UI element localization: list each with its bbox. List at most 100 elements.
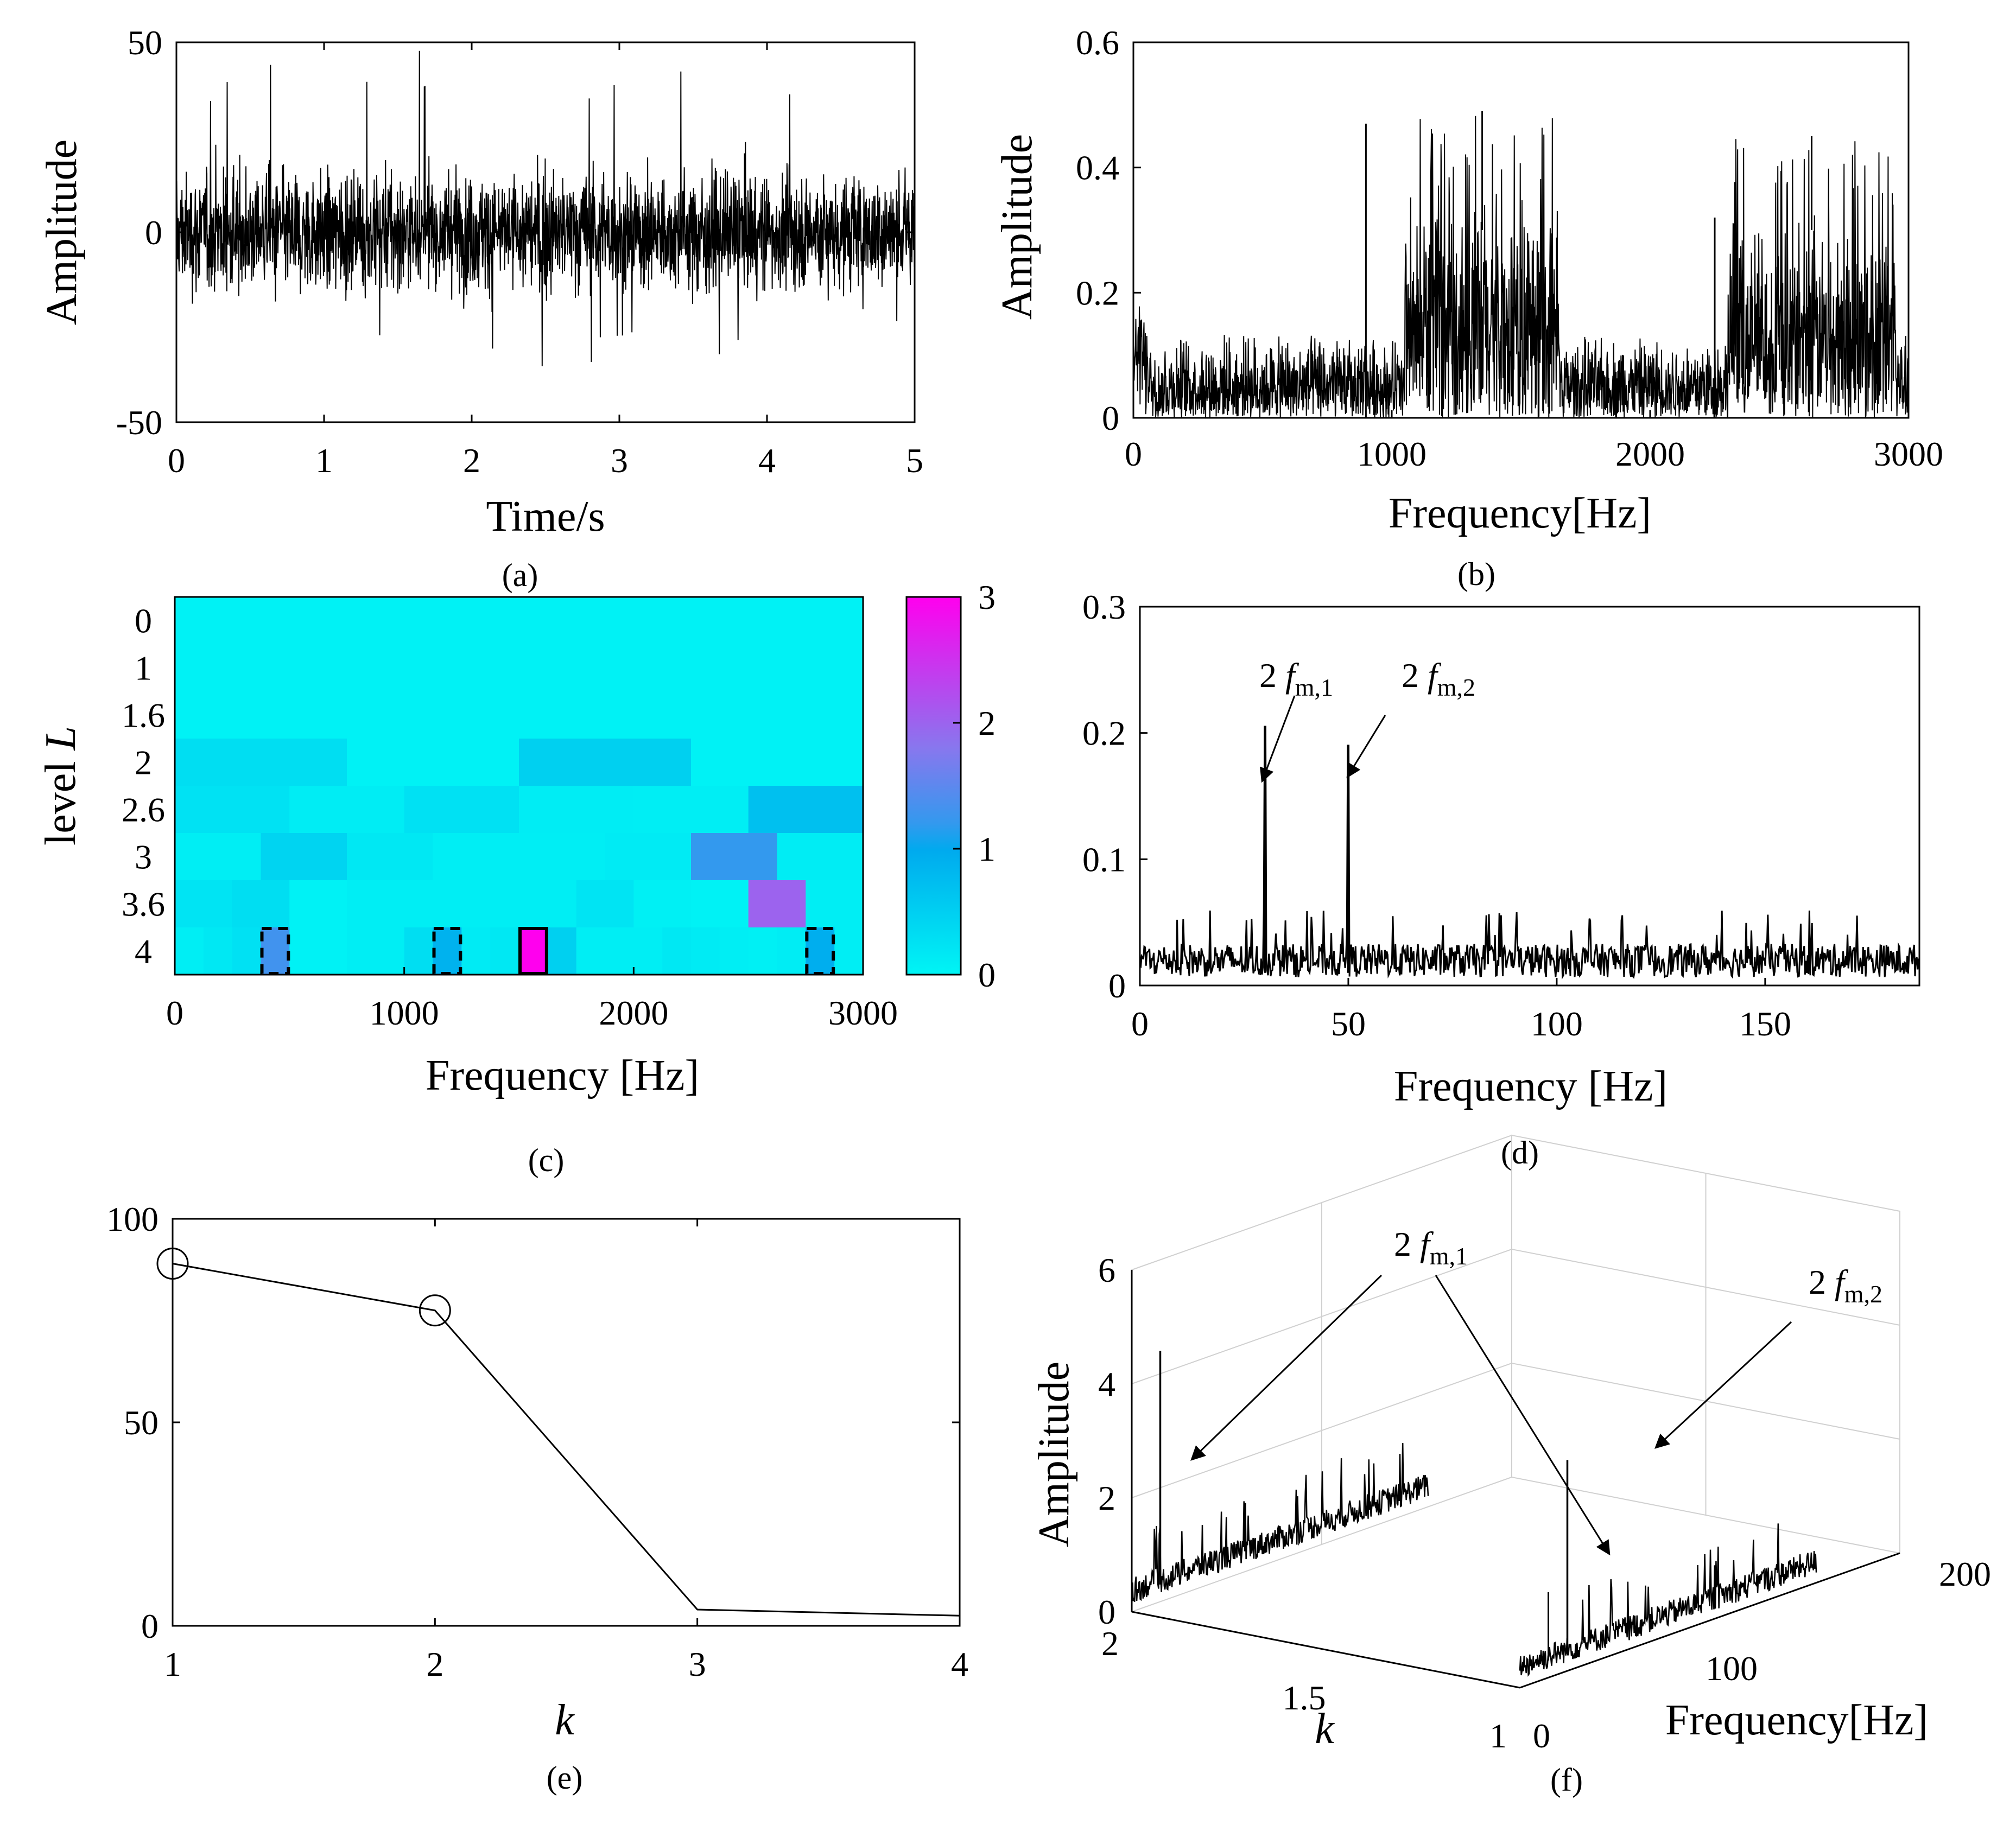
e-xtick-label: 2 xyxy=(426,1645,443,1683)
c-cell xyxy=(175,644,519,692)
c-cell xyxy=(203,927,233,975)
f-annotation-fm1: 2 fm,1 xyxy=(1394,1225,1468,1270)
f-trace-path xyxy=(1131,1443,1429,1602)
c-level-label: 2.6 xyxy=(122,791,165,829)
d-signal-trace xyxy=(1139,726,1920,980)
d-xtick-label: 50 xyxy=(1331,1004,1366,1043)
c-cell xyxy=(261,833,347,881)
c-cell xyxy=(347,833,434,881)
b-ytick-label: 0 xyxy=(1102,399,1119,437)
a-xtick-label: 1 xyxy=(315,441,333,480)
f-klabel: k xyxy=(1315,1705,1335,1753)
b-xtick-label: 1000 xyxy=(1357,435,1427,473)
e-ytick-label: 50 xyxy=(124,1403,159,1442)
c-cbtick-label: 1 xyxy=(978,830,996,868)
a-signal-path xyxy=(176,50,915,366)
d-arrow-fm1 xyxy=(1260,695,1296,783)
b-panel-label: (b) xyxy=(1457,556,1495,592)
c-colorbar xyxy=(905,596,962,976)
c-cell xyxy=(691,927,720,975)
f-grid-line xyxy=(1131,1362,1900,1498)
c-cell xyxy=(748,880,807,928)
a-xtick-label: 5 xyxy=(906,441,923,480)
c-cell xyxy=(175,880,233,928)
f-ktick-label: 1 xyxy=(1489,1716,1507,1755)
f-trace-path xyxy=(1519,1523,1817,1677)
d-xlabel: Frequency [Hz] xyxy=(1394,1063,1668,1110)
c-cbtick-label: 0 xyxy=(978,956,996,994)
c-highlight-box xyxy=(518,927,548,975)
d-ytick-label: 0.2 xyxy=(1082,714,1126,753)
d-axis-ticks: 0 50 100 150 0 0.1 0.2 0.3 xyxy=(1082,588,1791,1043)
c-cell xyxy=(806,880,864,928)
c-xtick-label: 2000 xyxy=(599,994,668,1032)
c-cell xyxy=(175,691,405,739)
a-ytick-label: 50 xyxy=(128,23,162,62)
d-ytick-label: 0 xyxy=(1108,966,1126,1005)
c-cell xyxy=(289,927,319,975)
d-panel-label: (d) xyxy=(1501,1135,1539,1171)
c-plot-frame xyxy=(174,596,864,976)
a-ytick-label: 0 xyxy=(145,213,162,252)
b-xtick-label: 3000 xyxy=(1874,435,1943,473)
c-cell xyxy=(633,880,692,928)
e-panel-label: (e) xyxy=(547,1760,583,1796)
f-arrow-fm2 xyxy=(1654,1321,1792,1449)
f-panel-label: (f) xyxy=(1550,1762,1583,1798)
f-annotation-fm2: 2 fm,2 xyxy=(1809,1263,1882,1308)
panel-b: 0 1000 2000 3000 0 0.2 0.4 0.6 Frequency[Hz] Am… xyxy=(993,23,1943,592)
c-cell xyxy=(633,927,663,975)
a-panel-label: (a) xyxy=(502,557,538,593)
c-cell xyxy=(404,786,519,834)
f-ktick-label: 2 xyxy=(1101,1624,1119,1663)
c-highlight-box xyxy=(805,927,835,975)
e-xlabel: k xyxy=(555,1696,575,1744)
e-line-path xyxy=(172,1263,960,1617)
c-cell xyxy=(519,786,635,834)
f-ktick-label: 1.5 xyxy=(1283,1678,1326,1717)
c-cell xyxy=(318,927,347,975)
c-level-label: 4 xyxy=(135,932,152,971)
c-highlight-box xyxy=(260,927,290,975)
c-cell xyxy=(404,880,462,928)
c-cell xyxy=(261,927,290,975)
a-ytick-label: -50 xyxy=(116,403,162,442)
d-annotation-fm2: 2 fm,2 xyxy=(1402,656,1475,701)
d-annotation-fm1: 2 fm,1 xyxy=(1259,656,1333,701)
panel-d: 0 50 100 150 0 0.1 0.2 0.3 2 fm,1 2 fm,2 Freque… xyxy=(1082,588,1920,1171)
c-cell xyxy=(289,880,347,928)
c-cell xyxy=(605,833,692,881)
c-cbtick-label: 2 xyxy=(978,704,996,742)
f-ftick-label: 100 xyxy=(1706,1649,1758,1688)
b-axis-ticks: 0 1000 2000 3000 0 0.2 0.4 0.6 xyxy=(1076,23,1943,473)
c-cell xyxy=(547,927,577,975)
c-cell xyxy=(662,927,692,975)
c-cell xyxy=(519,833,606,881)
f-xlabel: Frequency[Hz] xyxy=(1665,1696,1928,1744)
c-cell xyxy=(175,927,204,975)
a-xlabel: Time/s xyxy=(486,493,605,540)
c-axis-ticks: 011.622.633.640 1000 2000 3000 xyxy=(122,602,898,1033)
b-signal-path xyxy=(1133,116,1909,419)
d-xtick-label: 150 xyxy=(1739,1004,1791,1043)
c-cell xyxy=(576,927,606,975)
c-level-label: 3 xyxy=(135,838,152,876)
c-cell xyxy=(347,927,376,975)
e-xtick-label: 1 xyxy=(164,1645,181,1683)
c-cell xyxy=(232,927,262,975)
f-ftick-label: 200 xyxy=(1939,1555,1991,1593)
c-cell xyxy=(777,833,864,881)
d-ytick-label: 0.1 xyxy=(1082,840,1126,879)
a-ylabel: Amplitude xyxy=(38,139,86,325)
d-xtick-label: 100 xyxy=(1531,1004,1583,1043)
a-xtick-label: 4 xyxy=(758,441,776,480)
c-cell xyxy=(404,691,635,739)
e-marker xyxy=(419,1294,451,1327)
c-cell xyxy=(175,739,347,786)
c-cell xyxy=(175,786,290,834)
c-panel-label: (c) xyxy=(528,1142,565,1178)
c-xtick-label: 1000 xyxy=(370,994,439,1032)
e-marker xyxy=(156,1248,189,1280)
